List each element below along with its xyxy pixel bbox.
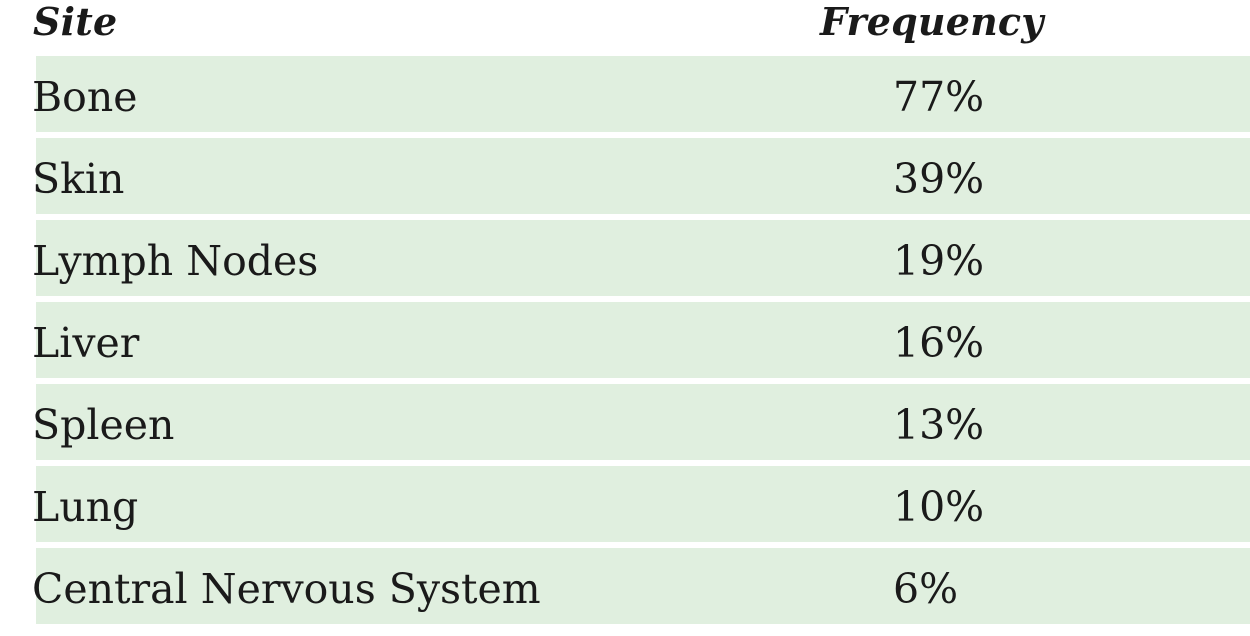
frequency-cell: 39%	[893, 155, 985, 203]
table-row: Lymph Nodes 19%	[32, 220, 1250, 296]
frequency-cell: 19%	[893, 237, 985, 285]
column-header-site: Site	[33, 0, 118, 44]
table-header: Site Frequency	[33, 0, 1250, 56]
table-row: Spleen 13%	[32, 384, 1250, 460]
column-header-frequency: Frequency	[820, 0, 1044, 44]
frequency-cell: 10%	[893, 483, 985, 531]
site-cell: Lymph Nodes	[32, 237, 319, 285]
frequency-cell: 77%	[893, 73, 985, 121]
site-cell: Spleen	[32, 401, 175, 449]
frequency-cell: 13%	[893, 401, 985, 449]
table-row: Skin 39%	[32, 138, 1250, 214]
site-cell: Bone	[32, 73, 138, 121]
frequency-cell: 6%	[893, 565, 959, 613]
frequency-cell: 16%	[893, 319, 985, 367]
site-cell: Skin	[32, 155, 125, 203]
table-row: Bone 77%	[32, 56, 1250, 132]
table-row: Lung 10%	[32, 466, 1250, 542]
table-row: Central Nervous System 6%	[32, 548, 1250, 624]
site-cell: Liver	[32, 319, 140, 367]
frequency-table: Site Frequency Bone 77% Skin 39% Lymph N…	[32, 0, 1250, 636]
site-cell: Lung	[32, 483, 139, 531]
site-cell: Central Nervous System	[32, 565, 541, 613]
table-row: Liver 16%	[32, 302, 1250, 378]
table-body: Bone 77% Skin 39% Lymph Nodes 19% Liver …	[32, 56, 1250, 630]
